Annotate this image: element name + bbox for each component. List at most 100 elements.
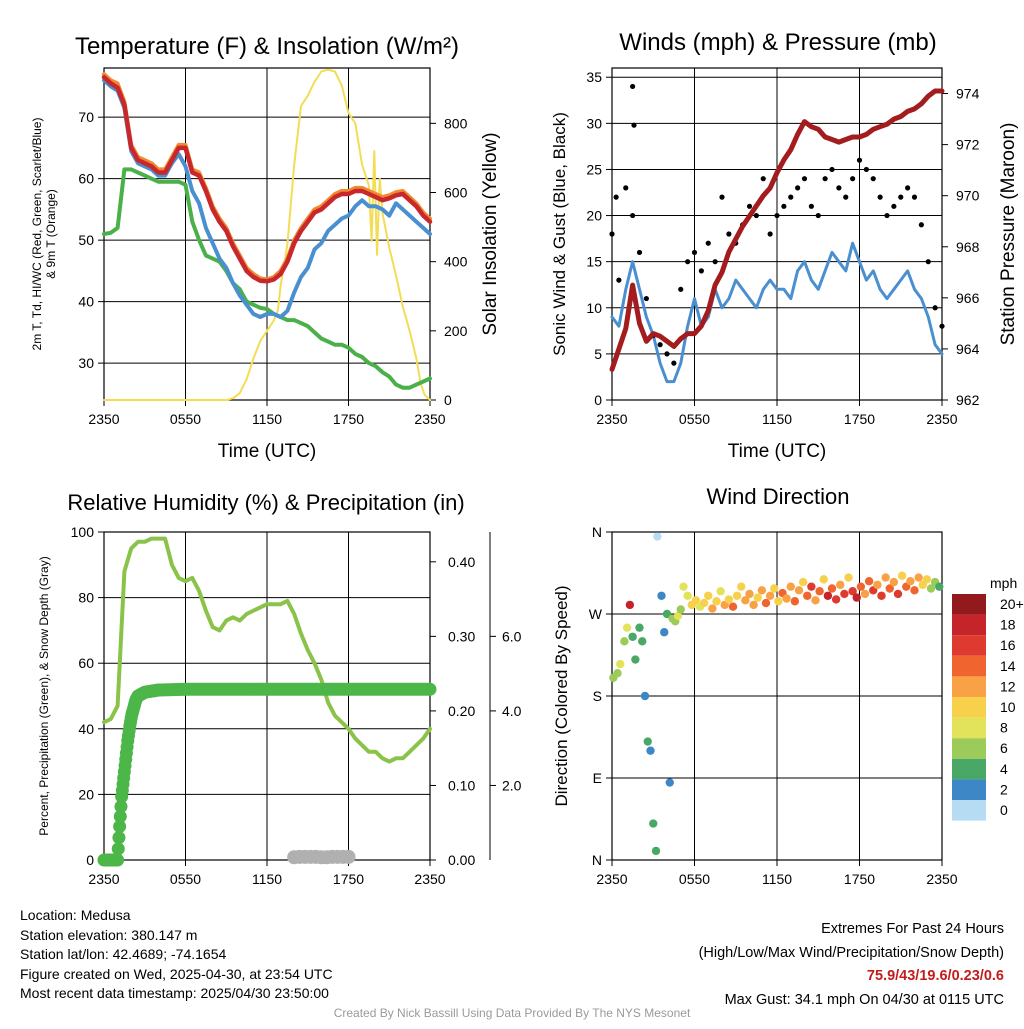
x-tick-label: 2350 <box>88 871 119 887</box>
precip-point <box>111 853 125 867</box>
gust-point <box>843 194 849 200</box>
snow-depth-point <box>341 849 356 864</box>
direction-point <box>914 573 923 582</box>
series-pressure <box>609 88 945 372</box>
legend-swatch <box>952 614 986 636</box>
direction-point <box>836 580 845 590</box>
gust-point <box>918 222 924 228</box>
legend-swatch <box>952 697 986 718</box>
gust-point <box>781 203 787 209</box>
y2-tick-label: 200 <box>444 323 468 339</box>
legend-label: 0 <box>1000 802 1008 818</box>
direction-point <box>649 819 658 828</box>
legend-swatch <box>952 800 986 821</box>
direction-point <box>889 577 899 587</box>
y-tick-label: 40 <box>78 721 94 737</box>
max-gust-text: Max Gust: 34.1 mph On 04/30 at 0115 UTC <box>724 991 1004 1008</box>
y-tick-label: 20 <box>78 786 94 802</box>
chart-title: Relative Humidity (%) & Precipitation (i… <box>67 490 464 515</box>
gust-point <box>753 212 759 219</box>
extremes-values: 75.9/43/19.6/0.23/0.6 <box>866 968 1004 984</box>
direction-point <box>786 582 795 591</box>
gust-point <box>616 277 622 283</box>
direction-point <box>716 587 725 596</box>
y3-tick-label: 2.0 <box>502 777 522 793</box>
series-dewpoint <box>102 167 432 390</box>
precip-point <box>111 842 125 856</box>
y-tick-label: 25 <box>586 161 602 177</box>
direction-point <box>798 577 808 587</box>
direction-point <box>910 586 919 595</box>
y2-tick-label: 400 <box>444 254 468 270</box>
y-tick-label: W <box>589 606 603 622</box>
y2-tick-label: 0 <box>444 392 452 408</box>
legend-swatch <box>952 655 986 677</box>
y-tick-label: 10 <box>586 300 602 316</box>
direction-point <box>708 604 717 613</box>
gust-point <box>829 166 835 173</box>
x-tick-label: 0550 <box>170 411 201 427</box>
direction-point <box>807 582 816 591</box>
y2-tick-label: 966 <box>956 290 980 306</box>
gust-point <box>863 166 869 173</box>
y-tick-label: 40 <box>78 294 94 310</box>
direction-point <box>732 591 742 600</box>
gust-point <box>705 240 711 246</box>
direction-point <box>683 591 692 600</box>
y2-tick-label: 800 <box>444 115 468 131</box>
x-tick-label: 1150 <box>762 871 792 887</box>
gust-point <box>801 176 808 182</box>
gust-point <box>613 194 619 200</box>
legend-swatch <box>952 635 986 656</box>
direction-point <box>620 637 629 646</box>
direction-point <box>728 602 738 611</box>
gust-point <box>691 249 698 256</box>
direction-point <box>635 623 644 632</box>
direction-point <box>765 591 775 600</box>
direction-point <box>926 584 936 593</box>
winds-panel: Winds (mph) & Pressure (mb) 2350 0550 1150 1… <box>550 29 1019 462</box>
y-tick-label: 30 <box>586 115 602 131</box>
y-tick-label: 70 <box>78 109 94 125</box>
extremes-box: Extremes For Past 24 Hours (High/Low/Max… <box>699 918 1004 1012</box>
gust-point <box>856 157 863 163</box>
y-axis-label-line: 2m T, Td, HI/WC (Red, Green, Scarlet/Blu… <box>30 118 44 351</box>
direction-point <box>840 589 849 599</box>
gust-point <box>884 212 890 219</box>
direction-point <box>657 591 666 600</box>
gust-point <box>664 351 670 357</box>
chart-title: Wind Direction <box>706 484 849 509</box>
direction-point <box>893 589 903 599</box>
y2-tick-label: 0.20 <box>448 703 475 719</box>
direction-point <box>790 597 800 606</box>
y2-tick-label: 964 <box>956 341 980 357</box>
recent-data-text: Most recent data timestamp: 2025/04/30 2… <box>20 985 329 1001</box>
precip-point <box>113 810 127 824</box>
series-temp_2m <box>101 74 433 284</box>
extremes-heading: Extremes For Past 24 Hours <box>821 921 1004 937</box>
credit-text: Created By Nick Bassill Using Data Provi… <box>333 1006 691 1020</box>
direction-point <box>616 659 625 669</box>
gust-point <box>795 185 801 191</box>
legend-label: 20+ <box>1000 596 1024 612</box>
gust-point <box>678 286 684 292</box>
direction-point <box>643 737 652 746</box>
legend-swatch <box>952 738 986 759</box>
direction-point <box>803 591 812 600</box>
direction-point <box>761 598 771 608</box>
y2-tick-label: 0.30 <box>448 628 475 644</box>
y2-tick-label: 0.40 <box>448 554 475 570</box>
y2-tick-label: 974 <box>956 86 980 102</box>
x-tick-label: 2350 <box>414 411 445 427</box>
y-tick-label: S <box>593 688 602 704</box>
gust-point <box>808 203 814 209</box>
legend-label: 16 <box>1000 637 1016 653</box>
y-tick-label: 60 <box>78 171 94 187</box>
legend-label: 12 <box>1000 678 1016 694</box>
legend-label: 2 <box>1000 781 1008 797</box>
gust-point <box>630 212 636 219</box>
y-tick-label: N <box>592 524 602 540</box>
gust-point <box>836 185 842 191</box>
series-hi_wc <box>102 78 432 319</box>
